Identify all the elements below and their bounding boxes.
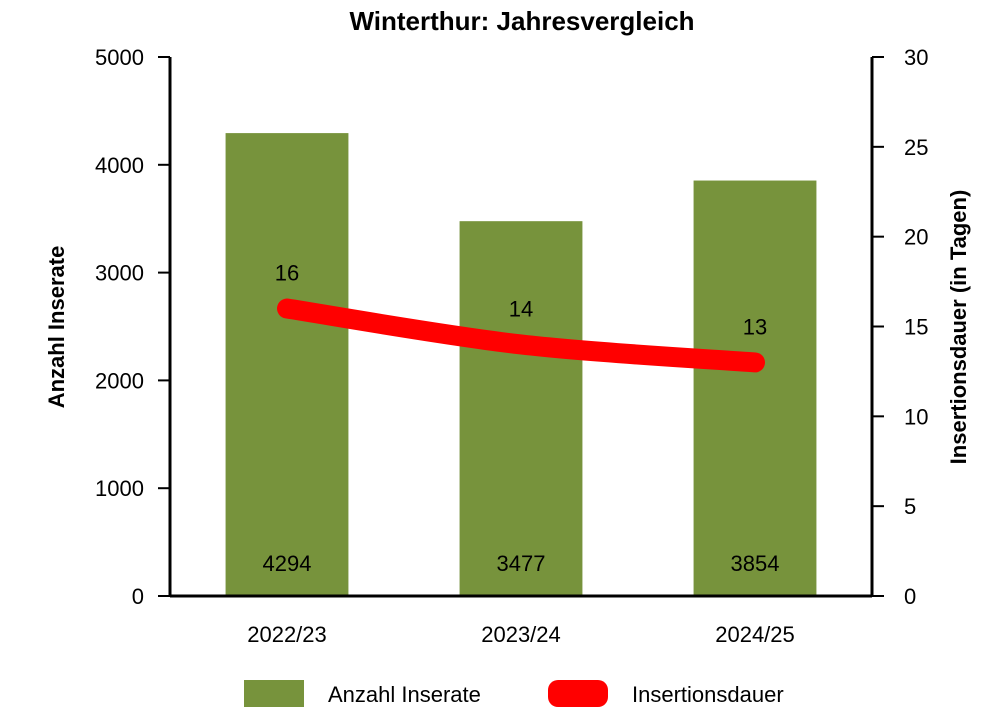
right-tick-label: 10 [904, 404, 928, 429]
legend-label-anzahl-inserate: Anzahl Inserate [328, 682, 481, 707]
left-tick-label: 3000 [95, 261, 144, 286]
x-tick-label: 2023/24 [481, 622, 561, 647]
line-value-label: 14 [509, 296, 533, 321]
legend-swatch-insertionsdauer [548, 680, 608, 707]
chart-title: Winterthur: Jahresvergleich [349, 6, 694, 36]
right-tick-label: 25 [904, 135, 928, 160]
right-tick-label: 5 [904, 494, 916, 519]
left-tick-label: 2000 [95, 368, 144, 393]
line-layer: 16 14 13 [275, 261, 767, 373]
right-axis-ticks: 0 5 10 15 20 25 30 [872, 45, 928, 609]
right-tick-label: 20 [904, 225, 928, 250]
bar-2023/24 [459, 221, 583, 597]
x-tick-label: 2022/23 [247, 622, 327, 647]
left-tick-label: 5000 [95, 45, 144, 70]
left-tick-label: 4000 [95, 153, 144, 178]
legend: Anzahl Inserate Insertionsdauer [244, 680, 784, 707]
bar-value-label: 3854 [731, 551, 780, 576]
left-tick-label: 1000 [95, 476, 144, 501]
legend-label-insertionsdauer: Insertionsdauer [632, 682, 784, 707]
line-value-label: 13 [743, 314, 767, 339]
line-insertionsdauer [277, 298, 765, 373]
right-tick-label: 0 [904, 584, 916, 609]
bar-2022/23 [225, 133, 349, 596]
left-tick-label: 0 [132, 584, 144, 609]
x-tick-label: 2024/25 [715, 622, 795, 647]
left-axis-ticks: 0 1000 2000 3000 4000 5000 [95, 45, 170, 609]
bars-layer: 4294 3477 3854 [225, 133, 817, 597]
legend-swatch-anzahl-inserate [244, 680, 304, 707]
right-tick-label: 15 [904, 315, 928, 340]
right-axis-label: Insertionsdauer (in Tagen) [946, 190, 971, 465]
right-tick-label: 30 [904, 45, 928, 70]
bar-value-label: 4294 [263, 551, 312, 576]
bar-value-label: 3477 [497, 551, 546, 576]
x-axis-ticks: 2022/23 2023/24 2024/25 [247, 622, 795, 647]
left-axis-label: Anzahl Inserate [44, 246, 69, 409]
line-value-label: 16 [275, 261, 299, 286]
bar-2024/25 [693, 180, 817, 596]
